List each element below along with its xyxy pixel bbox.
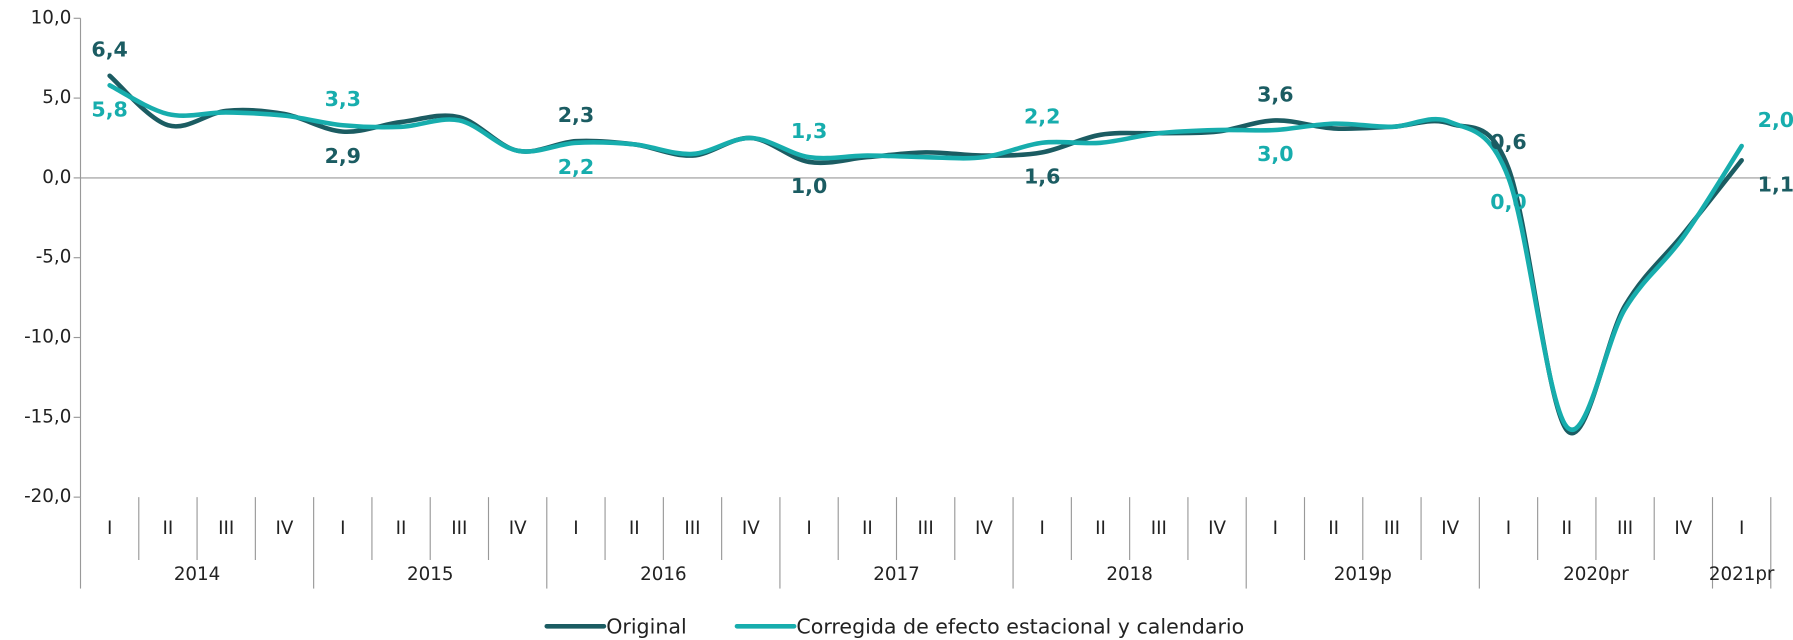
legend-label: Corregida de efecto estacional y calenda…: [796, 614, 1244, 638]
data-label: 2,9: [325, 144, 361, 168]
x-tick-label: I: [1739, 518, 1744, 539]
y-tick-label: 0,0: [42, 167, 71, 188]
data-label: 2,2: [1024, 105, 1060, 129]
data-label: 0,6: [1490, 130, 1526, 154]
x-tick-label: I: [107, 518, 112, 539]
data-label: 0,0: [1490, 190, 1526, 214]
x-tick-label: III: [218, 518, 234, 539]
x-tick-label: II: [1561, 518, 1572, 539]
x-tick-label: III: [684, 518, 700, 539]
x-tick-label: IV: [742, 518, 760, 539]
x-tick-label: II: [1095, 518, 1106, 539]
data-label: 1,6: [1024, 165, 1060, 189]
x-tick-label: IV: [1674, 518, 1692, 539]
data-label: 5,8: [91, 97, 127, 121]
y-tick-label: -15,0: [24, 406, 71, 427]
x-tick-label: I: [340, 518, 345, 539]
x-tick-label: III: [1151, 518, 1167, 539]
x-tick-label: IV: [276, 518, 294, 539]
legend-label: Original: [606, 614, 686, 638]
group-label: 2016: [640, 564, 687, 585]
x-tick-label: II: [1328, 518, 1339, 539]
series-line: [107, 83, 1744, 432]
x-tick-label: I: [1273, 518, 1278, 539]
y-tick-label: -10,0: [24, 327, 71, 348]
data-label: 1,0: [791, 174, 827, 198]
x-tick-label: I: [1040, 518, 1045, 539]
group-label: 2015: [407, 564, 454, 585]
y-tick-label: 10,0: [31, 7, 72, 28]
x-tick-label: I: [1506, 518, 1511, 539]
x-tick-label: IV: [509, 518, 527, 539]
data-label: 2,3: [558, 103, 594, 127]
x-tick-label: IV: [975, 518, 993, 539]
x-tick-label: II: [629, 518, 640, 539]
group-label: 2017: [873, 564, 920, 585]
group-label: 2020pr: [1563, 564, 1629, 585]
y-tick-label: -5,0: [36, 247, 72, 268]
y-tick-label: -20,0: [24, 486, 71, 507]
data-label: 3,3: [325, 87, 361, 111]
data-label: 2,2: [558, 155, 594, 179]
data-label: 6,4: [91, 38, 127, 62]
x-tick-label: I: [806, 518, 811, 539]
data-label: 2,0: [1758, 108, 1793, 132]
data-label: 1,1: [1758, 172, 1793, 196]
x-tick-label: III: [1617, 518, 1633, 539]
group-label: 2021pr: [1709, 564, 1775, 585]
x-tick-label: III: [451, 518, 467, 539]
x-tick-label: II: [862, 518, 873, 539]
x-tick-label: III: [918, 518, 934, 539]
x-tick-label: I: [573, 518, 578, 539]
x-tick-label: III: [1384, 518, 1400, 539]
data-label: 3,6: [1257, 82, 1293, 106]
data-label: 3,0: [1257, 142, 1293, 166]
x-tick-label: II: [163, 518, 174, 539]
group-label: 2014: [174, 564, 221, 585]
x-tick-label: II: [396, 518, 407, 539]
group-label: 2019p: [1334, 564, 1392, 585]
data-label: 1,3: [791, 119, 827, 143]
y-tick-label: 5,0: [42, 87, 71, 108]
x-tick-label: IV: [1441, 518, 1459, 539]
group-label: 2018: [1106, 564, 1153, 585]
x-tick-label: IV: [1208, 518, 1226, 539]
